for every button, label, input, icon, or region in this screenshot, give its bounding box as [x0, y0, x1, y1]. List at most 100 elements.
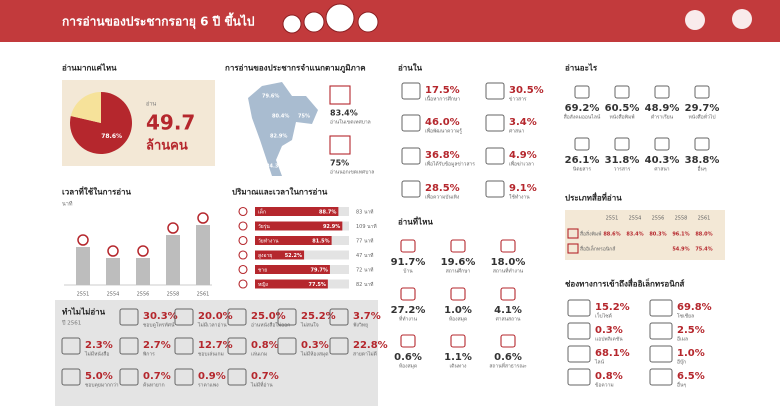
stat-label: นิตยสาร [573, 166, 591, 173]
bar [255, 221, 343, 231]
stat-icon [567, 299, 591, 317]
table-cell: 96.1% [672, 232, 689, 238]
section-title: การอ่านของประชากรจำแนกตามภูมิภาค [225, 64, 366, 74]
stat-value: 69.2% [565, 103, 600, 114]
stat-value: 5.0% [85, 371, 113, 382]
stat-icon [654, 137, 670, 151]
stat-icon [401, 147, 421, 165]
stat-icon [174, 337, 194, 355]
stat-value: 48.9% [645, 103, 680, 114]
stat-icon [400, 239, 416, 253]
bar [196, 225, 210, 285]
stat-label: ชอบดูโทรทัศน์ [143, 322, 175, 329]
stat-value: 29.7% [685, 103, 720, 114]
stat-icon [485, 180, 505, 198]
stat-icon [649, 322, 673, 340]
stat-value: 60.5% [605, 103, 640, 114]
bar-value-label: 92.9% [323, 224, 340, 230]
minutes-label: 77 นาที [356, 237, 373, 244]
stat-label: บ้าน [403, 268, 413, 275]
stat-value: 28.5% [425, 183, 460, 194]
stat-label: อ่านในเขตเทศบาล [330, 119, 371, 126]
table-header: 2558 [675, 216, 688, 222]
table-header: 2554 [629, 216, 642, 222]
stat-value: 0.7% [143, 371, 171, 382]
table-header: 2561 [698, 216, 711, 222]
stat-value: 1.0% [677, 348, 705, 359]
table-header: 2556 [652, 216, 665, 222]
stat-icon [649, 368, 673, 386]
table-cell: 54.9% [672, 247, 689, 253]
bar-value-label: 88.7% [319, 209, 336, 215]
total-label: อ่าน [146, 102, 156, 108]
stat-value: 75% [330, 159, 349, 168]
stat-icon [694, 85, 710, 99]
bar [166, 235, 180, 285]
stat-value: 40.3% [645, 155, 680, 166]
x-tick-label: 2554 [107, 292, 120, 298]
stat-label: ไม่มีที่อ่าน [250, 382, 273, 389]
stat-value: 2.5% [677, 325, 705, 336]
bar-value-label: 77.5% [308, 282, 325, 288]
stat-label: ตำราเรียน [651, 114, 674, 121]
stat-label: สื่อสังคมออนไลน์ [564, 114, 601, 121]
bar [76, 247, 90, 285]
bar-value-label: 81.5% [312, 238, 329, 244]
stat-icon [500, 334, 516, 348]
stat-icon [61, 368, 81, 386]
stat-icon [614, 85, 630, 99]
stat-label: เพื่อได้รับข้อมูลข่าวสาร [425, 161, 475, 168]
stat-icon [400, 287, 416, 301]
minutes-label: 72 นาที [356, 266, 373, 273]
minutes-label: 82 นาที [356, 281, 373, 288]
table-row-label: สื่ออิเล็กทรอนิกส์ [580, 245, 615, 253]
bar [255, 279, 328, 289]
stat-icon [614, 137, 630, 151]
stat-value: 83.4% [330, 109, 358, 118]
stat-value: 0.8% [251, 340, 279, 351]
stat-value: 69.8% [677, 302, 712, 313]
stat-label: อื่นๆ [697, 166, 706, 173]
stat-label: เนื้อหาการศึกษา [425, 94, 460, 103]
media-icon [567, 228, 579, 239]
stat-value: 0.9% [198, 371, 226, 382]
stat-label: ศาสนสถาน [496, 317, 521, 323]
stat-label: ข้อความ [595, 382, 614, 389]
stat-value: 36.8% [425, 150, 460, 161]
stat-label: ศาสนา [654, 167, 669, 173]
stat-icon [649, 299, 673, 317]
media-icon [567, 243, 579, 254]
media-panel [565, 210, 725, 260]
section-title: ประเภทสื่อที่อ่าน [565, 192, 622, 203]
house-icon [329, 135, 351, 155]
stat-label: อีบุ๊ก [677, 359, 686, 366]
stat-label: สถานศึกษา [446, 268, 471, 275]
stat-value: 3.7% [353, 311, 381, 322]
stat-label: ไม่มีหนังสือ [84, 351, 109, 358]
bar [255, 265, 330, 274]
stat-label: เดินทาง [450, 363, 467, 370]
stat-label: สถานที่ทำงาน [493, 268, 524, 275]
stat-value: 38.8% [685, 155, 720, 166]
stat-label: ที่ทำงาน [399, 316, 418, 323]
stat-icon [450, 334, 466, 348]
x-tick-label: 2558 [167, 292, 180, 298]
stat-value: 2.3% [85, 340, 113, 351]
bar-category: วัยรุ่น [258, 224, 270, 230]
stat-icon [227, 368, 247, 386]
table-cell: 80.3% [649, 232, 666, 238]
stat-value: 25.0% [251, 311, 286, 322]
stat-label: โซเชียล [677, 313, 694, 320]
stat-icon [567, 368, 591, 386]
stat-label: เพื่อพัฒนาความรู้ [425, 128, 462, 135]
stat-icon [400, 334, 416, 348]
stat-icon [574, 137, 590, 151]
stat-label: ศาสนา [509, 129, 524, 135]
stat-value: 30.3% [143, 311, 178, 322]
section-title: เวลาที่ใช้ในการอ่าน [62, 186, 132, 197]
row-icon [238, 206, 248, 217]
stat-value: 26.1% [565, 155, 600, 166]
stat-label: เว็บไซต์ [595, 312, 612, 320]
stat-value: 17.5% [425, 85, 460, 96]
